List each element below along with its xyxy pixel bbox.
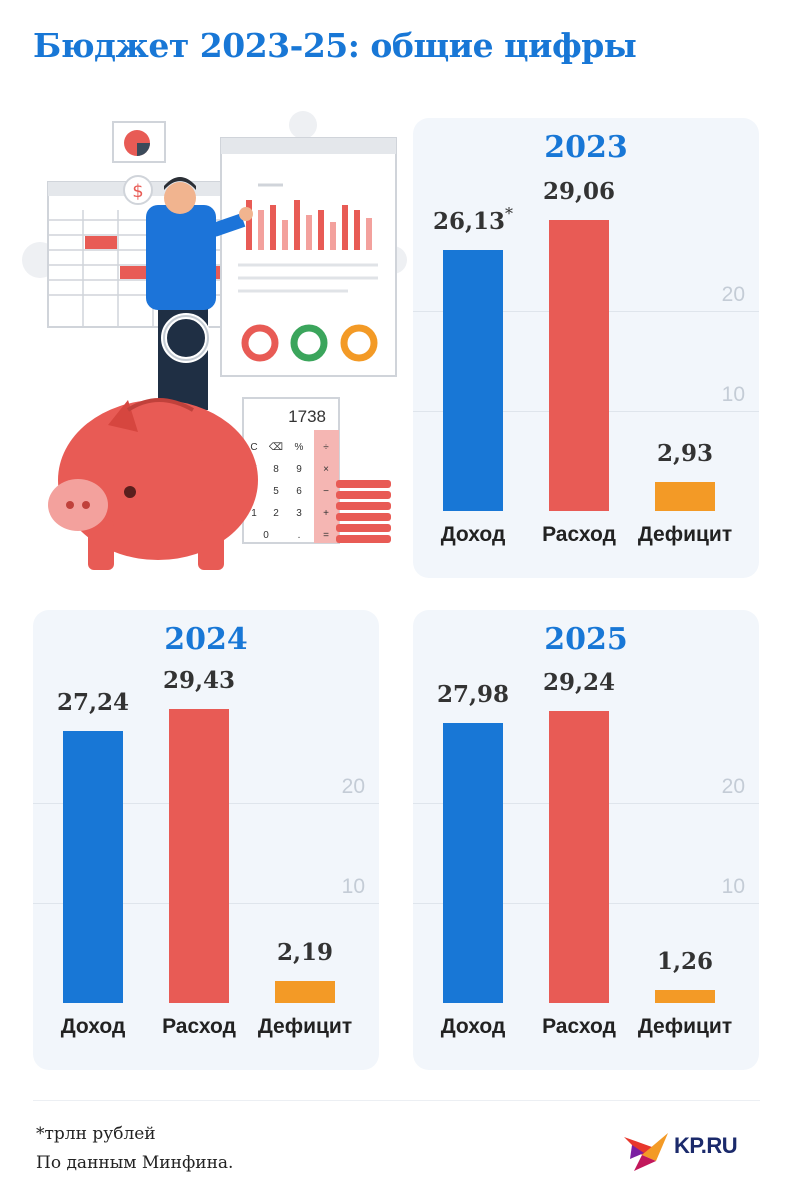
svg-text:÷: ÷ — [323, 442, 329, 453]
category-label-deficit: Дефицит — [637, 1015, 733, 1038]
chart-card-2025: 2025 20 10 27,98 29,24 1,26 Доход Расход… — [413, 610, 759, 1070]
value-label-deficit: 2,19 — [276, 939, 334, 967]
svg-text:%: % — [295, 442, 304, 453]
source-footnote: По данным Минфина. — [36, 1153, 234, 1173]
y-tick-label-20: 20 — [341, 775, 365, 798]
report-window-icon — [220, 137, 397, 377]
footnote-mark: * — [505, 203, 514, 223]
person-illustration — [146, 177, 253, 410]
category-label-income: Доход — [60, 1015, 126, 1038]
bar-expense — [549, 220, 609, 511]
category-label-expense: Расход — [542, 523, 616, 546]
category-label-income: Доход — [440, 523, 506, 546]
bar-income — [63, 730, 123, 1003]
svg-text:×: × — [323, 464, 329, 475]
value-label-income: 27,24 — [56, 688, 130, 716]
chart-title: 2025 — [544, 622, 628, 657]
bar-income — [443, 723, 503, 1003]
svg-text:⌫: ⌫ — [269, 442, 283, 453]
svg-text:5: 5 — [273, 486, 279, 497]
svg-text:+: + — [323, 508, 329, 519]
bar-expense — [549, 710, 609, 1003]
chart-card-2023: 2023 20 10 26,13* 29,06 2,93 Доход Расхо… — [413, 118, 759, 578]
category-label-expense: Расход — [542, 1015, 616, 1038]
y-tick-label-10: 10 — [721, 875, 745, 898]
logo-text: KP.RU — [674, 1133, 738, 1158]
category-label-deficit: Дефицит — [257, 1015, 353, 1038]
svg-text:0: 0 — [263, 530, 269, 541]
y-tick-label-10: 10 — [721, 383, 745, 406]
bar-deficit — [655, 990, 715, 1003]
svg-text:$: $ — [132, 181, 143, 202]
svg-text:8: 8 — [273, 464, 279, 475]
svg-text:6: 6 — [296, 486, 302, 497]
svg-text:C: C — [250, 442, 257, 453]
y-tick-label-10: 10 — [341, 875, 365, 898]
kp-logo[interactable]: KP.RU — [622, 1125, 772, 1175]
y-tick-label-20: 20 — [721, 283, 745, 306]
svg-text:1738: 1738 — [288, 407, 326, 426]
bar-deficit — [655, 481, 715, 511]
svg-text:.: . — [298, 530, 301, 541]
svg-text:1: 1 — [251, 508, 257, 519]
chart-title: 2023 — [544, 130, 628, 165]
footer-divider — [33, 1100, 760, 1101]
chart-title: 2024 — [164, 622, 248, 657]
svg-text:=: = — [323, 530, 329, 541]
y-tick-label-20: 20 — [721, 775, 745, 798]
value-label-deficit: 1,26 — [656, 948, 714, 976]
bar-expense — [169, 708, 229, 1003]
calculator-icon: 1738 C⌫%÷ 789× 456− 123+ 0.= — [242, 397, 340, 544]
budget-illustration: $ 1738 C ⌫% ÷ — [22, 111, 407, 570]
bird-icon — [624, 1133, 668, 1171]
value-label-expense: 29,24 — [542, 668, 616, 696]
chart-card-2024: 2024 20 10 27,24 29,43 2,19 Доход Расход… — [33, 610, 379, 1070]
svg-text:−: − — [323, 486, 329, 497]
value-label-deficit: 2,93 — [656, 439, 714, 467]
value-label-expense: 29,43 — [162, 666, 236, 694]
category-label-expense: Расход — [162, 1015, 236, 1038]
svg-text:3: 3 — [296, 508, 302, 519]
category-label-income: Доход — [440, 1015, 506, 1038]
value-label-income: 26,13* — [432, 203, 514, 235]
svg-text:9: 9 — [296, 464, 302, 475]
bar-deficit — [275, 981, 335, 1003]
units-footnote: *трлн рублей — [36, 1124, 156, 1144]
bar-income — [443, 249, 503, 511]
value-label-income: 27,98 — [436, 681, 510, 709]
value-label-expense: 29,06 — [542, 178, 616, 206]
page-title: Бюджет 2023-25: общие цифры — [33, 26, 637, 65]
category-label-deficit: Дефицит — [637, 523, 733, 546]
piggy-bank-icon — [48, 398, 258, 570]
svg-text:2: 2 — [273, 508, 279, 519]
